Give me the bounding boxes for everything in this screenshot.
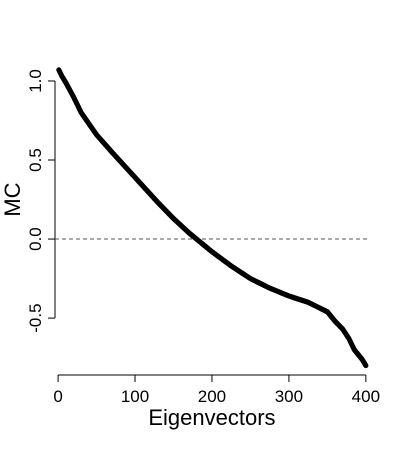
data-points-group bbox=[56, 67, 369, 369]
data-point bbox=[363, 362, 369, 369]
axes-group: 0 100 200 300 400 -0.5 0.0 0.5 1.0 bbox=[26, 69, 380, 406]
y-tick-label: -0.5 bbox=[26, 303, 45, 332]
x-axis-title: Eigenvectors bbox=[148, 405, 275, 430]
x-tick-label: 100 bbox=[121, 387, 149, 406]
y-tick-label: 1.0 bbox=[26, 69, 45, 93]
x-tick-label: 400 bbox=[352, 387, 380, 406]
x-tick-label: 200 bbox=[198, 387, 226, 406]
y-tick-label: 0.0 bbox=[26, 227, 45, 251]
x-tick-label: 300 bbox=[275, 387, 303, 406]
y-tick-label: 0.5 bbox=[26, 148, 45, 172]
y-axis-title: MC bbox=[0, 182, 25, 216]
x-tick-label: 0 bbox=[53, 387, 62, 406]
